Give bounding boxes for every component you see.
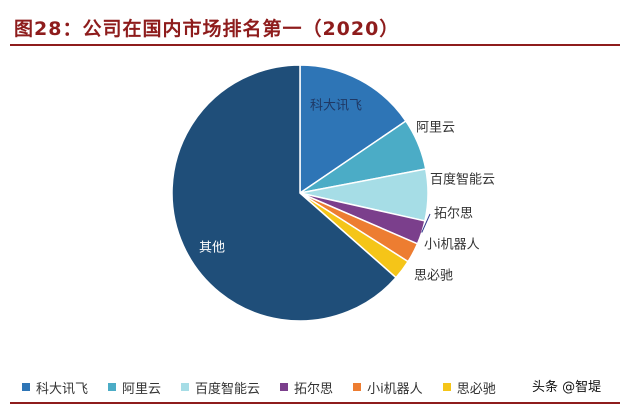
slice-label-5: 思必驰 bbox=[414, 269, 453, 284]
legend-label-3: 拓尔思 bbox=[294, 381, 334, 397]
legend-item-2: 百度智能云 bbox=[181, 378, 260, 397]
watermark: 头条 @智堤 bbox=[532, 376, 602, 395]
legend-swatch-3 bbox=[280, 383, 289, 391]
legend-label-4: 小i机器人 bbox=[367, 381, 423, 397]
slice-label-6: 其他 bbox=[199, 241, 225, 256]
slice-label-3: 拓尔思 bbox=[434, 207, 473, 222]
legend-swatch-4 bbox=[353, 383, 362, 391]
figure-title: 图28：公司在国内市场排名第一（2020） bbox=[14, 18, 400, 40]
legend-swatch-2 bbox=[181, 383, 190, 391]
legend-label-5: 思必驰 bbox=[456, 381, 496, 397]
legend-swatch-0 bbox=[22, 383, 30, 391]
legend-swatch-1 bbox=[108, 383, 117, 391]
chart-legend: 科大讯飞 阿里云 百度智能云 拓尔思 小i机器人 思必驰 bbox=[22, 376, 622, 398]
legend-item-0: 科大讯飞 bbox=[22, 378, 88, 397]
pie-slice-0 bbox=[299, 64, 407, 195]
legend-item-5: 思必驰 bbox=[442, 378, 496, 397]
slice-label-0: 科大讯飞 bbox=[310, 99, 362, 114]
legend-item-3: 拓尔思 bbox=[280, 378, 333, 397]
slice-label-1: 阿里云 bbox=[416, 121, 455, 136]
legend-item-4: 小i机器人 bbox=[353, 378, 423, 397]
legend-label-1: 阿里云 bbox=[122, 381, 162, 397]
legend-item-1: 阿里云 bbox=[108, 378, 161, 397]
leader-line-3 bbox=[421, 213, 431, 233]
legend-label-2: 百度智能云 bbox=[195, 381, 261, 397]
slice-label-4: 小i机器人 bbox=[424, 238, 480, 253]
legend-swatch-5 bbox=[442, 383, 451, 391]
bottom-divider bbox=[10, 402, 620, 404]
pie-slice-6 bbox=[171, 64, 398, 322]
slice-label-2: 百度智能云 bbox=[430, 172, 495, 188]
legend-label-0: 科大讯飞 bbox=[36, 381, 89, 397]
figure-title-bar: 图28：公司在国内市场排名第一（2020） bbox=[10, 8, 620, 46]
